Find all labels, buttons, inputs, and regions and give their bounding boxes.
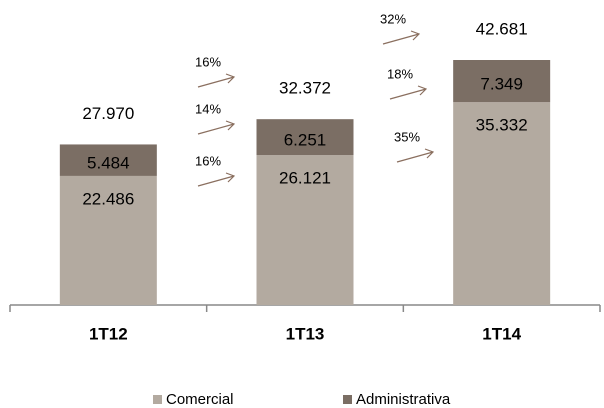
growth-arrow [197, 172, 236, 187]
value-label: 5.484 [87, 154, 130, 173]
bar-segment [256, 155, 354, 305]
growth-label: 18% [387, 66, 413, 81]
x-tick-label: 1T14 [482, 324, 521, 343]
growth-label: 35% [394, 129, 420, 144]
bar-segment [256, 119, 354, 156]
legend-label: Comercial [166, 391, 234, 408]
legend-label: Administrativa [356, 391, 451, 408]
growth-arrow [396, 148, 435, 163]
bar-segment [59, 175, 157, 305]
value-label: 6.251 [284, 131, 327, 150]
bar-segment [453, 102, 551, 305]
growth-arrow [382, 30, 421, 45]
value-label: 22.486 [82, 189, 134, 208]
total-label: 27.970 [82, 104, 134, 123]
bar-segment [453, 60, 551, 103]
value-label: 7.349 [480, 75, 523, 94]
growth-label: 16% [195, 153, 221, 168]
total-label: 42.681 [476, 19, 528, 38]
value-label: 26.121 [279, 169, 331, 188]
growth-label: 16% [195, 54, 221, 69]
growth-arrow [389, 85, 428, 100]
bar-segment [59, 144, 157, 176]
legend-swatch [343, 395, 352, 404]
growth-label: 32% [380, 11, 406, 26]
legend-swatch [153, 395, 162, 404]
x-tick-label: 1T13 [286, 324, 325, 343]
growth-label: 14% [195, 101, 221, 116]
value-label: 35.332 [476, 116, 528, 135]
x-tick-label: 1T12 [89, 324, 128, 343]
growth-arrow [197, 73, 236, 88]
total-label: 32.372 [279, 79, 331, 98]
growth-arrow [197, 120, 236, 135]
